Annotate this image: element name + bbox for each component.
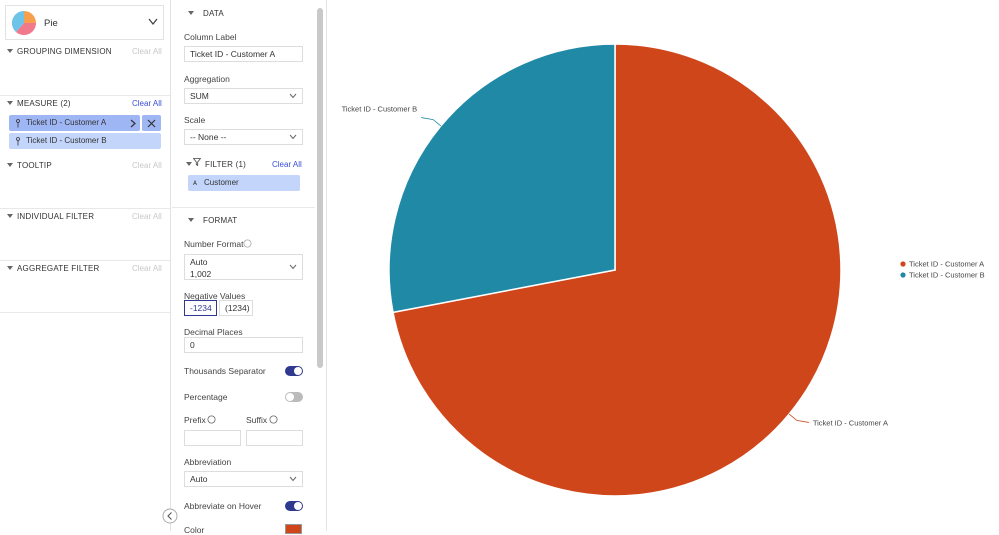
number-input[interactable]: 0 <box>184 337 303 353</box>
field-label: Abbreviate on Hover <box>184 501 262 511</box>
left-panel: Pie GROUPING DIMENSION Clear All MEASURE… <box>0 0 171 531</box>
measure-icon <box>16 137 20 146</box>
chart-type-label: Pie <box>44 18 58 29</box>
option-button[interactable]: -1234 <box>184 300 217 316</box>
field-label: Decimal Places <box>184 327 243 337</box>
collapse-icon[interactable] <box>188 218 194 222</box>
section-title: AGGREGATE FILTER <box>17 264 100 273</box>
color-swatch[interactable] <box>285 524 302 534</box>
toggle[interactable] <box>285 392 303 402</box>
field-label: Column Label <box>184 32 237 42</box>
dimension-icon: ᴀ <box>193 178 197 187</box>
divider <box>172 207 315 208</box>
collapse-icon[interactable] <box>7 101 13 105</box>
filter-chip[interactable]: ᴀ Customer <box>188 175 300 191</box>
collapse-panel-button[interactable] <box>162 508 178 524</box>
close-icon <box>147 119 156 128</box>
collapse-icon[interactable] <box>7 266 13 270</box>
clear-all[interactable]: Clear All <box>132 47 162 56</box>
slice-label: Ticket ID - Customer A <box>813 418 888 427</box>
chevron-right <box>130 119 136 128</box>
chevron-down <box>289 476 297 482</box>
divider <box>0 260 170 261</box>
select[interactable]: Auto <box>184 471 303 487</box>
toggle[interactable] <box>285 501 303 511</box>
clear-all[interactable]: Clear All <box>132 264 162 273</box>
filter-icon <box>193 158 201 166</box>
select-example: 1,002 <box>190 269 212 279</box>
collapse-icon[interactable] <box>186 162 192 166</box>
field-label: Suffix <box>246 415 268 425</box>
measure-chip[interactable]: Ticket ID - Customer B <box>9 133 161 149</box>
legend-label: Ticket ID - Customer A <box>909 260 984 269</box>
chip-label: Ticket ID - Customer B <box>26 136 107 145</box>
section-title: DATA <box>203 9 224 18</box>
chevron-down <box>148 18 158 26</box>
divider <box>0 95 170 96</box>
select-value: Auto <box>190 257 208 267</box>
clear-all[interactable]: Clear All <box>132 99 162 108</box>
select-value: -- None -- <box>190 132 227 142</box>
toggle[interactable] <box>285 366 303 376</box>
field-label: Prefix <box>184 415 206 425</box>
legend-label: Ticket ID - Customer B <box>909 271 985 280</box>
remove-button[interactable] <box>142 115 161 131</box>
clear-all[interactable]: Clear All <box>272 160 302 169</box>
leader-line <box>421 117 442 127</box>
collapse-icon[interactable] <box>188 11 194 15</box>
collapse-icon[interactable] <box>7 214 13 218</box>
section-title: INDIVIDUAL FILTER <box>17 212 95 221</box>
text-input[interactable]: Ticket ID - Customer A <box>184 46 303 62</box>
field-label: Thousands Separator <box>184 366 266 376</box>
leader-line <box>788 413 809 423</box>
clear-all[interactable]: Clear All <box>132 161 162 170</box>
chart: Ticket ID - Customer A Ticket ID - Custom… <box>342 43 985 497</box>
select[interactable]: SUM <box>184 88 303 104</box>
measure-icon <box>16 119 20 128</box>
field-label: Negative Values <box>184 291 246 301</box>
select-value: Auto <box>190 474 208 484</box>
section-title: FILTER (1) <box>205 160 246 169</box>
field-label: Scale <box>184 115 206 125</box>
chip-label: Customer <box>204 178 239 187</box>
info-icon[interactable] <box>269 415 278 424</box>
option-button[interactable]: (1234) <box>219 300 253 316</box>
divider <box>0 208 170 209</box>
field-label: Color <box>184 525 205 535</box>
section-title: FORMAT <box>203 216 238 225</box>
field-label: Percentage <box>184 392 228 402</box>
section-title: MEASURE (2) <box>17 99 71 108</box>
clear-all[interactable]: Clear All <box>132 212 162 221</box>
text-input[interactable] <box>184 430 241 446</box>
chevron-down <box>289 93 297 99</box>
measure-chip[interactable]: Ticket ID - Customer A <box>9 115 140 131</box>
field-label: Abbreviation <box>184 457 232 467</box>
divider <box>0 312 170 313</box>
legend-marker <box>900 261 906 267</box>
chevron-down <box>289 264 297 270</box>
select[interactable]: -- None -- <box>184 129 303 145</box>
info-icon[interactable] <box>207 415 216 424</box>
field-label: Aggregation <box>184 74 230 84</box>
settings-panel: DATA Column Label Ticket ID - Customer A… <box>172 0 327 535</box>
text-input[interactable] <box>246 430 303 446</box>
chip-label: Ticket ID - Customer A <box>26 118 107 127</box>
pie-icon <box>11 10 37 36</box>
select[interactable]: Auto 1,002 <box>184 254 303 280</box>
legend-marker <box>900 272 906 278</box>
field-label: Number Format <box>184 239 244 249</box>
chevron-down <box>289 134 297 140</box>
section-title: GROUPING DIMENSION <box>17 47 112 56</box>
collapse-icon[interactable] <box>7 163 13 167</box>
info-icon[interactable] <box>243 239 252 248</box>
section-title: TOOLTIP <box>17 161 52 170</box>
collapse-icon[interactable] <box>7 49 13 53</box>
slice-label: Ticket ID - Customer B <box>342 105 418 114</box>
select-value: SUM <box>190 91 209 101</box>
scrollbar[interactable] <box>317 8 323 368</box>
chart-type-selector[interactable]: Pie <box>5 5 164 40</box>
pie-slice <box>388 43 616 314</box>
